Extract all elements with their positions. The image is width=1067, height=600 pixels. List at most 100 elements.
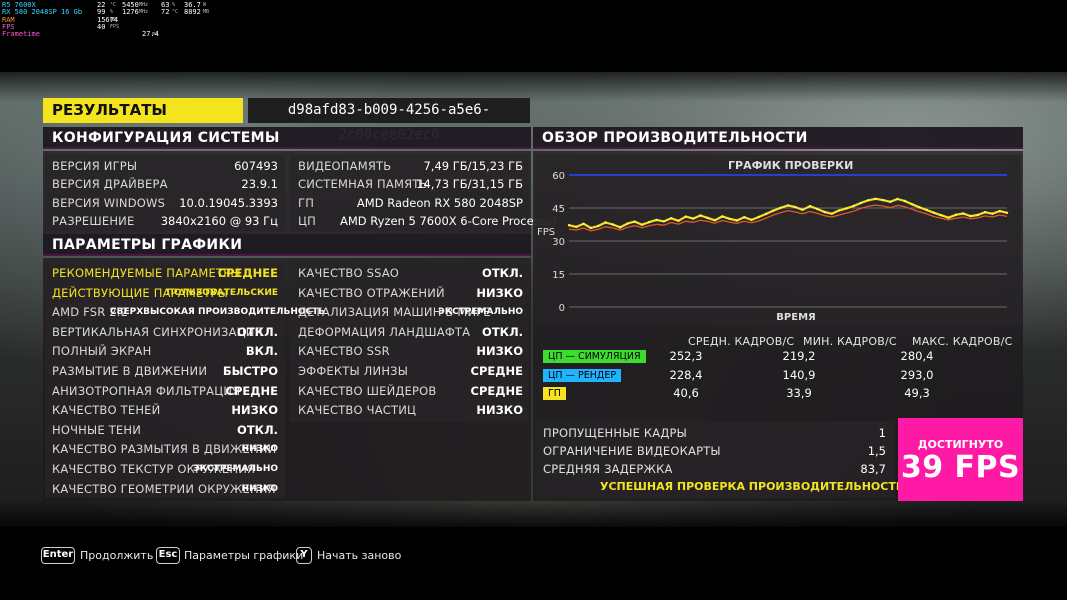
extra-label: ПРОПУЩЕННЫЕ КАДРЫ (543, 426, 687, 440)
test-id: d98afd83-b009-4256-a5e6-2c00cee02ec0 (248, 98, 530, 143)
stat-value: 33,9 (786, 386, 812, 400)
overlay-u3: °C (172, 9, 179, 16)
gfx-value: СВЕРХВЫСОКАЯ ПРОИЗВОДИТЕЛЬНОСТЬ (110, 307, 326, 318)
data-point (925, 208, 928, 212)
data-point (575, 225, 578, 229)
data-point (867, 199, 870, 202)
key-esc-icon[interactable]: Esc (156, 547, 180, 564)
y-tick-label: 15 (552, 270, 565, 281)
column-header: МАКС. КАДРОВ/С (912, 335, 1013, 348)
column-header: СРЕДН. КАДРОВ/С (688, 335, 795, 348)
stat-value: 293,0 (900, 367, 934, 382)
overlay-u4: W (203, 2, 207, 8)
gfx-label: РЕКОМЕНДУЕМЫЕ ПАРАМЕТРЫ (52, 266, 241, 280)
stat-value: 40,6 (673, 386, 699, 400)
overlay-v4: 8892 (184, 8, 201, 17)
gfx-value: НИЗКО (476, 285, 523, 300)
data-point (794, 205, 797, 209)
sys-label: ГП (298, 195, 315, 210)
data-point (801, 208, 804, 211)
gfx-label: ВЕРТИКАЛЬНАЯ СИНХРОНИЗАЦИЯ (52, 324, 263, 339)
overlay-row: RAM 15674 MB (2, 15, 242, 24)
extra-stats-panel (535, 421, 895, 498)
x-axis-label: ВРЕМЯ (776, 312, 815, 323)
sys-value: 14,73 ГБ/31,15 ГБ (416, 177, 523, 192)
sys-label: ВЕРСИЯ ИГРЫ (52, 159, 138, 173)
data-point (757, 215, 760, 219)
sys-value: 23.9.1 (241, 177, 278, 192)
data-point (648, 220, 651, 224)
overlay-name: RAM (2, 15, 15, 24)
overlay-v1: 22 (97, 1, 106, 9)
data-point (881, 198, 885, 202)
data-point (910, 203, 914, 206)
gfx-value: НИЗКО (476, 403, 523, 418)
sys-value: 10.0.19045.3393 (179, 195, 278, 210)
footer-action-label[interactable]: Продолжить (80, 549, 154, 562)
data-point (998, 209, 1001, 213)
gfx-label: AMD FSR 2.2 (52, 305, 129, 320)
benchmark-chart: 0 15 30 45 60 FPS ВРЕМЯ (537, 171, 1009, 323)
gfx-label: ДЕФОРМАЦИЯ ЛАНДШАФТА (298, 324, 471, 339)
gfx-label: ДЕЙСТВУЮЩИЕ ПАРАМЕТРЫ (52, 285, 229, 300)
data-point (567, 224, 571, 227)
overlay-v4: 36.7 (184, 1, 201, 9)
system-config-left (45, 155, 285, 231)
extra-value: 83,7 (860, 462, 886, 476)
key-y-icon[interactable]: Y (296, 547, 312, 564)
data-point (940, 214, 943, 217)
data-point (670, 217, 673, 220)
overlay-u2: MHz (139, 9, 149, 16)
gfx-label: КАЧЕСТВО SSR (298, 344, 390, 359)
overlay-u2: ms (152, 31, 159, 38)
performance-title: ОБЗОР ПРОИЗВОДИТЕЛЬНОСТИ (542, 130, 808, 146)
data-point (633, 220, 636, 223)
stat-value: 219,2 (782, 349, 816, 363)
data-point (845, 207, 848, 210)
extra-value: 1 (878, 426, 886, 440)
data-point (983, 211, 987, 214)
success-message: УСПЕШНАЯ ПРОВЕРКА ПРОИЗВОДИТЕЛЬНОСТИ (600, 480, 906, 493)
gfx-value: СРЕДНЕ (470, 383, 523, 398)
data-point (618, 226, 622, 229)
gfx-value: ОТКЛ. (482, 266, 523, 280)
data-point (816, 207, 819, 211)
stat-value: 252,3 (669, 349, 703, 363)
overlay-v1: 15674 (97, 15, 119, 24)
key-enter-icon[interactable]: Enter (41, 547, 75, 564)
overlay-row: R5 7600X 22 °C 5450 MHz 63% 36.7 W (2, 1, 242, 9)
sys-label: ВЕРСИЯ ДРАЙВЕРА (52, 177, 168, 192)
graphics-panel (43, 258, 531, 501)
sys-label: ВЕРСИЯ WINDOWS (52, 195, 166, 210)
data-point (713, 219, 717, 222)
graphics-right (290, 262, 529, 422)
gfx-value: ЭКСТРЕМАЛЬНО (438, 307, 523, 318)
row-tag: ГП (543, 387, 566, 400)
overlay-row: FPS 40 FPS (2, 23, 242, 31)
gfx-label: НОЧНЫЕ ТЕНИ (52, 422, 142, 437)
data-point (582, 222, 585, 225)
gfx-label: ПОЛНЫЙ ЭКРАН (52, 344, 152, 359)
y-tick-label: 45 (552, 204, 565, 215)
row-tag: ЦП — РЕНДЕР (543, 368, 622, 382)
gfx-value: НИЗКО (476, 344, 523, 359)
data-point (721, 215, 724, 218)
y-tick-label: 60 (552, 171, 565, 182)
gfx-value: ПОЛЬЗОВАТЕЛЬСКИЕ (166, 287, 278, 298)
performance-panel (533, 151, 1023, 501)
performance-overlay: R5 7600X 22 °C 5450 MHz 63% 36.7 W RX 580 2048SP… (2, 1, 242, 46)
y-axis-label: FPS (537, 227, 555, 238)
stat-value: 280,4 (900, 349, 934, 363)
gfx-value: ЭКСТРЕМАЛЬНО (193, 464, 278, 474)
footer-action-label[interactable]: Параметры графики (184, 549, 304, 562)
data-point (764, 212, 768, 216)
data-point (947, 216, 950, 219)
gfx-label: КАЧЕСТВО РАЗМЫТИЯ В ДВИЖЕНИИ (52, 442, 277, 457)
data-point (918, 206, 921, 209)
overlay-v3: 72 (161, 8, 170, 17)
gfx-value: СРЕДНЕЕ (217, 266, 278, 280)
extra-label: ОГРАНИЧЕНИЕ ВИДЕОКАРТЫ (543, 444, 721, 458)
graphics-title: ПАРАМЕТРЫ ГРАФИКИ (52, 237, 243, 253)
footer-action-label[interactable]: Начать заново (317, 549, 402, 562)
overlay-v2: 27.4 (142, 30, 159, 39)
